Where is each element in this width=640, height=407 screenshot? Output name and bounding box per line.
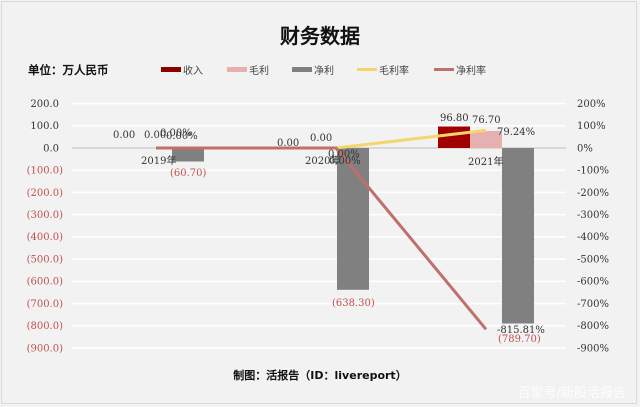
label-2020-revenue: 0.00 bbox=[277, 138, 299, 149]
label-2019-revenue: 0.00 bbox=[113, 130, 135, 141]
right-tick: -700% bbox=[577, 299, 609, 310]
bar-2019-net[interactable] bbox=[172, 148, 204, 162]
legend-item-net-margin[interactable]: 净利率 bbox=[434, 62, 486, 77]
line-net-margin[interactable] bbox=[156, 146, 488, 331]
right-tick: 200% bbox=[577, 99, 606, 110]
left-tick: (700.0) bbox=[27, 299, 64, 310]
left-tick: 200.0 bbox=[30, 99, 59, 110]
category-2019: 2019年 bbox=[141, 154, 176, 167]
legend-swatch-net bbox=[292, 67, 312, 72]
category-2020: 2020年 bbox=[305, 154, 340, 167]
left-tick: (100.0) bbox=[27, 166, 64, 177]
legend-swatch-gross-margin bbox=[357, 68, 377, 71]
label-2021-net: (789.70) bbox=[498, 334, 541, 345]
bar-2021-revenue[interactable] bbox=[438, 126, 470, 149]
label-2020-net: (638.30) bbox=[332, 298, 375, 309]
bar-2020-net[interactable] bbox=[337, 148, 369, 290]
left-tick: (200.0) bbox=[27, 188, 64, 199]
chart-title: 财务数据 bbox=[280, 24, 360, 48]
right-tick: -900% bbox=[577, 344, 609, 355]
data-labels: 0.00 0.00 0.00% 0.00% 2019年 (60.70) 0.00… bbox=[113, 113, 545, 345]
right-tick: -300% bbox=[577, 210, 609, 221]
left-tick: 100.0 bbox=[30, 121, 59, 132]
label-2020-gross-margin: 0.00% bbox=[328, 149, 360, 160]
unit-label: 单位：万人民币 bbox=[28, 63, 109, 77]
right-tick: 100% bbox=[577, 121, 606, 132]
legend-swatch-revenue bbox=[161, 67, 181, 72]
legend-item-revenue[interactable]: 收入 bbox=[161, 62, 203, 77]
label-2021-revenue: 96.80 bbox=[440, 113, 469, 124]
label-2019-gross: 0.00 bbox=[144, 130, 166, 141]
label-2019-net: (60.70) bbox=[170, 168, 207, 179]
left-tick: (400.0) bbox=[27, 232, 64, 243]
legend-label: 收入 bbox=[183, 66, 203, 77]
label-2021-net-margin: -815.81% bbox=[497, 325, 545, 336]
chart-credit: 制图：活报告（ID：livereport） bbox=[233, 369, 407, 382]
bar-2021-gross[interactable] bbox=[470, 131, 502, 148]
right-axis: 200% 100% 0% -100% -200% -300% -400% -50… bbox=[577, 99, 609, 355]
label-2021-gross: 76.70 bbox=[472, 115, 501, 126]
left-tick: (600.0) bbox=[27, 277, 64, 288]
legend-swatch-gross bbox=[227, 67, 247, 72]
legend-item-net[interactable]: 净利 bbox=[292, 62, 334, 77]
label-2021-gross-margin: 79.24% bbox=[497, 127, 535, 138]
watermark: 百家号/新股活报告 bbox=[517, 386, 626, 401]
bars bbox=[172, 126, 534, 324]
right-tick: -600% bbox=[577, 277, 609, 288]
legend-item-gross-margin[interactable]: 毛利率 bbox=[357, 62, 409, 77]
legend-label: 净利 bbox=[314, 66, 334, 77]
right-tick: -800% bbox=[577, 321, 609, 332]
gridlines bbox=[72, 102, 566, 349]
bar-2021-net[interactable] bbox=[502, 148, 534, 324]
right-tick: -400% bbox=[577, 232, 609, 243]
right-tick: -500% bbox=[577, 255, 609, 266]
left-tick: (500.0) bbox=[27, 255, 64, 266]
left-tick: (900.0) bbox=[27, 344, 64, 355]
left-tick: 0.0 bbox=[43, 144, 59, 155]
right-tick: 0% bbox=[577, 144, 593, 155]
legend-label: 毛利率 bbox=[379, 66, 409, 77]
left-tick: (300.0) bbox=[27, 210, 64, 221]
left-axis: 200.0 100.0 0.0 (100.0) (200.0) (300.0) … bbox=[27, 99, 64, 355]
left-tick: (800.0) bbox=[27, 321, 64, 332]
right-tick: -100% bbox=[577, 166, 609, 177]
label-2020-net-margin: 0.00% bbox=[329, 156, 361, 167]
legend-item-gross[interactable]: 毛利 bbox=[227, 62, 269, 77]
legend-label: 毛利 bbox=[249, 66, 269, 77]
legend-swatch-net-margin bbox=[434, 68, 454, 71]
legend-label: 净利率 bbox=[456, 66, 486, 77]
label-2019-gross-margin: 0.00% bbox=[160, 128, 192, 139]
label-2019-net-margin: 0.00% bbox=[166, 131, 198, 142]
right-tick: -200% bbox=[577, 188, 609, 199]
label-2020-gross: 0.00 bbox=[310, 133, 332, 144]
category-2021: 2021年 bbox=[468, 155, 503, 168]
